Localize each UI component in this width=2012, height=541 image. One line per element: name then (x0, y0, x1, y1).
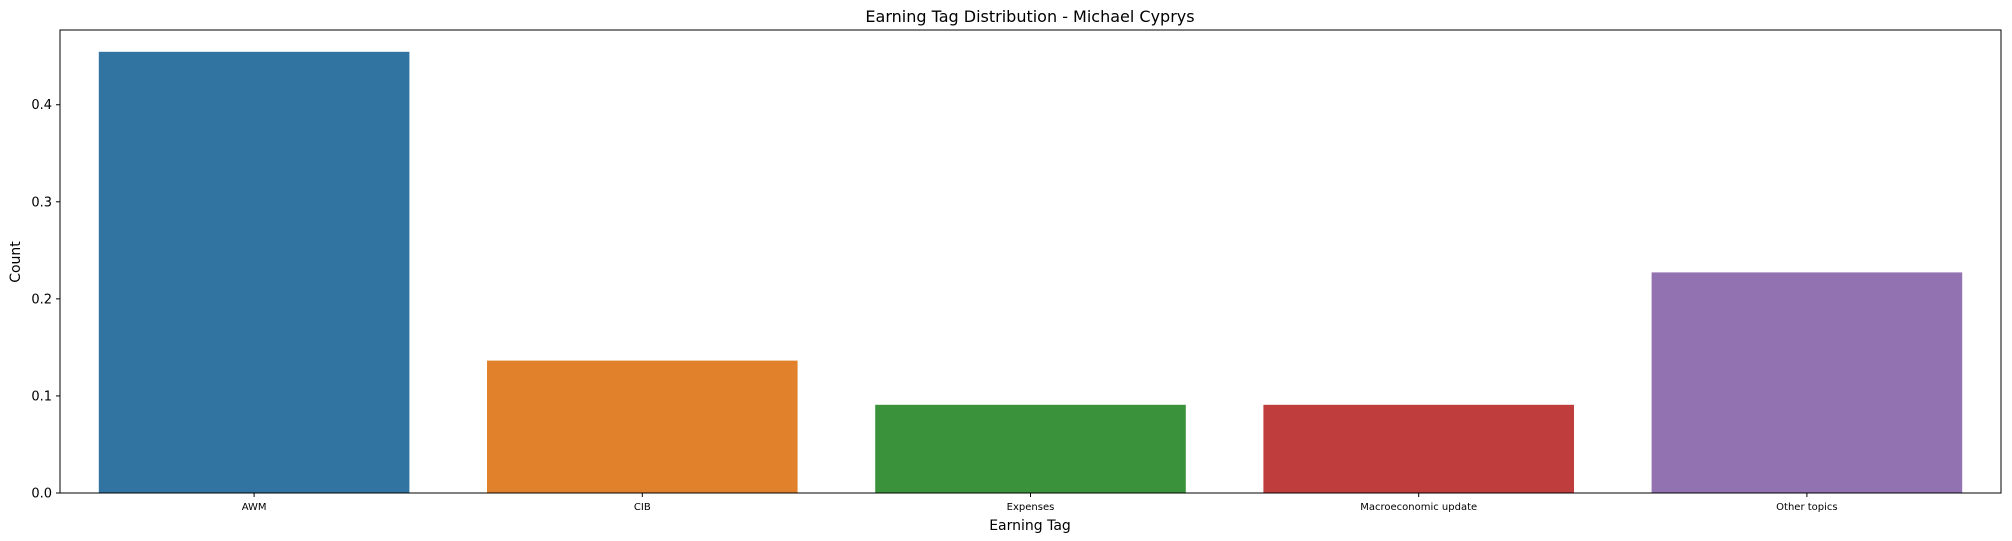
y-tick-label: 0.4 (31, 98, 52, 113)
chart-title: Earning Tag Distribution - Michael Cypry… (865, 7, 1194, 26)
x-tick-label: Other topics (1776, 502, 1837, 513)
y-tick-label: 0.3 (31, 195, 52, 210)
bar-macroeconomic-update (1263, 404, 1574, 493)
y-tick-label: 0.2 (31, 292, 52, 307)
y-tick-label: 0.0 (31, 487, 52, 502)
bar-other-topics (1651, 272, 1963, 493)
x-tick-label: Macroeconomic update (1360, 502, 1477, 513)
bar-awm (98, 51, 410, 494)
x-tick-label: CIB (634, 502, 651, 513)
bar-cib (487, 360, 798, 493)
bar-expenses (875, 404, 1186, 493)
y-axis-label: Count (8, 241, 24, 283)
plot-area: AWM CIB Expenses Macroeconomic update Other … (31, 29, 2002, 513)
y-tick-label: 0.1 (31, 389, 52, 404)
x-tick-label: Expenses (1007, 502, 1055, 513)
x-axis-label: Earning Tag (989, 518, 1071, 534)
x-tick-label: AWM (242, 502, 267, 513)
plot-frame (59, 29, 2002, 494)
